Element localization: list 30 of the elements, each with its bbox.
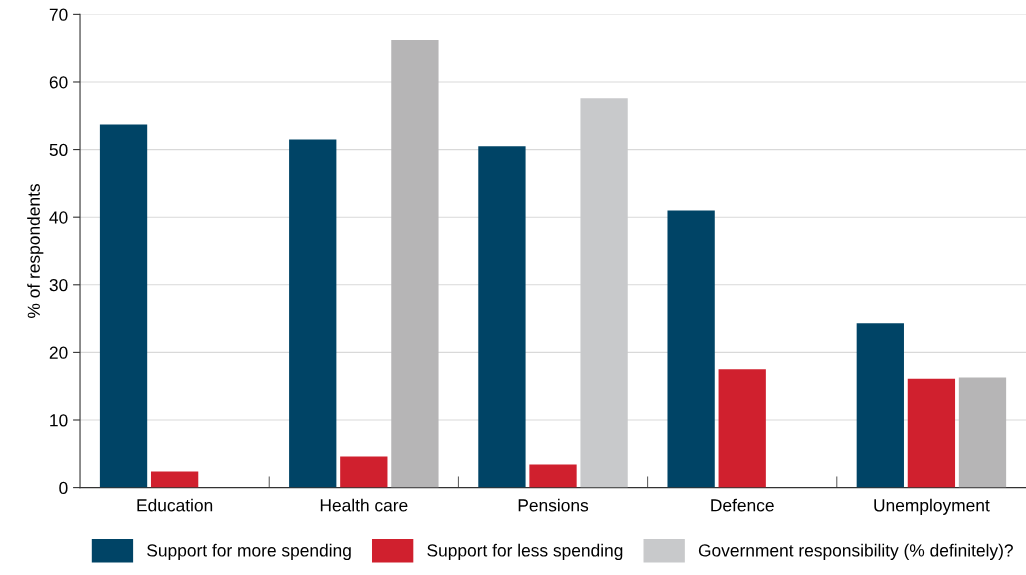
bar (391, 40, 439, 488)
y-tick-label: 0 (59, 481, 68, 495)
y-tick-label: 10 (50, 414, 68, 427)
bar (478, 146, 526, 488)
legend-label: Government responsibility (% definitely)? (698, 543, 1013, 561)
bar (907, 378, 956, 488)
x-tick-label: Health care (320, 498, 408, 512)
bar (99, 124, 148, 488)
bar (529, 464, 577, 488)
y-tick-label: 30 (49, 278, 68, 292)
y-tick-label: 40 (49, 211, 68, 224)
legend-label: Support for more spending (147, 543, 351, 561)
y-tick-label: 20 (49, 346, 68, 359)
bar (289, 139, 337, 488)
y-tick-label: 70 (49, 8, 68, 21)
x-tick-label: Unemployment (874, 498, 990, 515)
y-tick-label: 50 (49, 143, 68, 157)
bar (340, 456, 388, 488)
legend-label: Support for less spending (427, 543, 623, 561)
x-tick-label: Pensions (518, 498, 589, 512)
x-tick-label: Education (137, 498, 213, 512)
bar (580, 98, 628, 488)
y-axis-title: % of respondents (27, 184, 44, 318)
y-tick-label: 60 (49, 76, 68, 89)
bar (958, 377, 1007, 488)
x-tick-label: Defence (711, 498, 774, 512)
bar (150, 471, 199, 488)
bar (667, 210, 715, 488)
bar (856, 323, 904, 488)
bar (718, 369, 766, 488)
